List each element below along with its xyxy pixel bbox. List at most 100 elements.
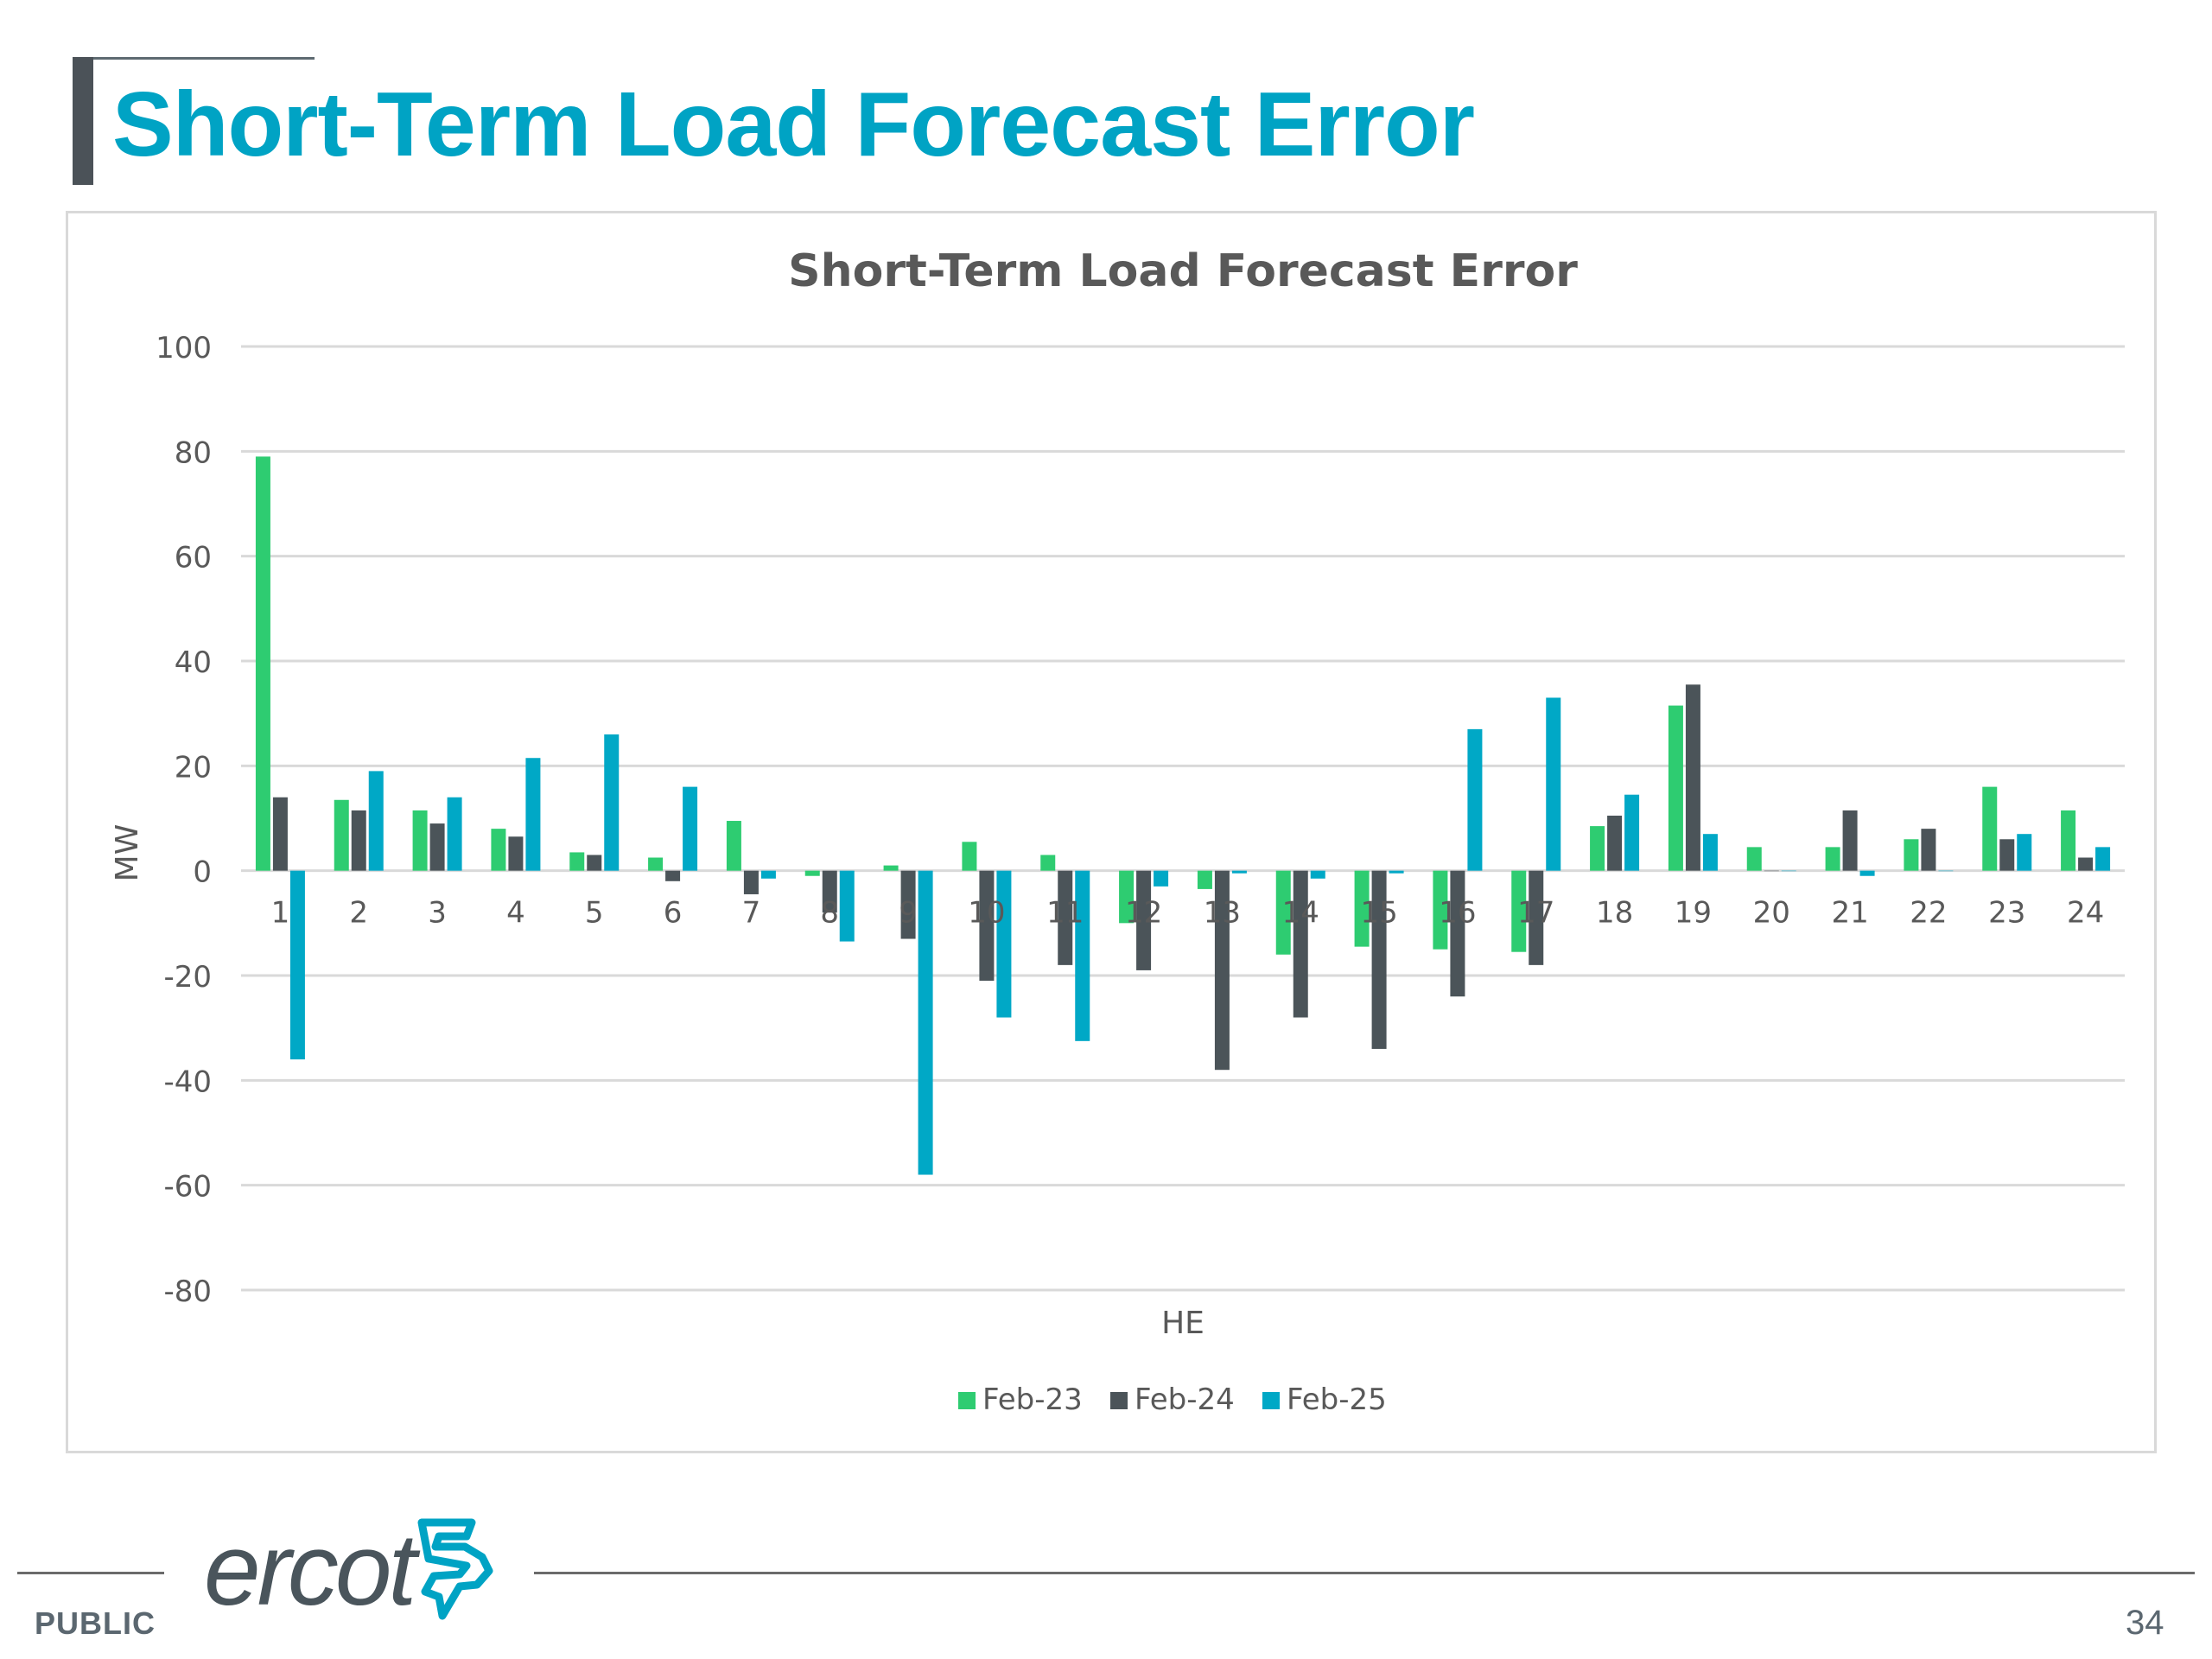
y-tick-label: -40 bbox=[163, 1065, 212, 1099]
bar-feb-23 bbox=[491, 829, 506, 871]
bar-feb-24 bbox=[351, 810, 366, 871]
bar-feb-23 bbox=[962, 842, 977, 871]
bar-feb-24 bbox=[1136, 870, 1152, 970]
bar-feb-24 bbox=[1607, 815, 1623, 871]
bar-feb-23 bbox=[1511, 870, 1527, 952]
bar-feb-23 bbox=[1668, 705, 1683, 871]
bar-feb-24 bbox=[1214, 870, 1230, 1071]
y-tick-label: 40 bbox=[175, 645, 212, 680]
bar-feb-23 bbox=[1904, 839, 1919, 871]
bar-feb-25 bbox=[1310, 870, 1325, 879]
legend-swatch bbox=[958, 1392, 976, 1409]
bar-feb-25 bbox=[368, 771, 384, 871]
bar-feb-23 bbox=[804, 870, 820, 876]
bar-feb-25 bbox=[1938, 870, 1954, 872]
bar-feb-25 bbox=[2095, 847, 2111, 871]
x-tick-label: 24 bbox=[2067, 896, 2104, 931]
bar-feb-24 bbox=[272, 797, 288, 871]
bar-feb-25 bbox=[604, 734, 620, 871]
x-tick-label: 14 bbox=[1282, 896, 1319, 931]
bar-feb-25 bbox=[918, 870, 933, 1175]
y-tick-label: 100 bbox=[156, 331, 212, 365]
bar-feb-25 bbox=[447, 797, 462, 871]
legend-label: Feb-24 bbox=[1135, 1382, 1235, 1417]
title-accent-rule bbox=[73, 57, 315, 60]
chart-panel: Short-Term Load Forecast Error 100 80 60 40 2… bbox=[66, 211, 2157, 1453]
bar-feb-24 bbox=[1842, 810, 1858, 871]
x-tick-label: 15 bbox=[1360, 896, 1397, 931]
legend-label: Feb-23 bbox=[982, 1382, 1083, 1417]
bar-feb-24 bbox=[429, 823, 445, 871]
bar-feb-25 bbox=[1546, 697, 1561, 871]
legend-label: Feb-25 bbox=[1287, 1382, 1387, 1417]
y-tick-label: -20 bbox=[163, 960, 212, 995]
bar-feb-24 bbox=[2078, 857, 2094, 871]
bar-feb-23 bbox=[1590, 826, 1605, 871]
legend-swatch bbox=[1110, 1392, 1128, 1409]
title-accent-bar bbox=[73, 57, 93, 185]
bar-feb-23 bbox=[569, 852, 585, 871]
bar-feb-24 bbox=[1529, 870, 1544, 965]
bar-feb-25 bbox=[1624, 794, 1640, 871]
bar-feb-25 bbox=[1389, 870, 1404, 874]
x-tick-label: 4 bbox=[506, 896, 525, 931]
bar-feb-25 bbox=[683, 786, 698, 871]
bar-feb-23 bbox=[1746, 847, 1762, 871]
x-tick-label: 7 bbox=[742, 896, 761, 931]
page-number: 34 bbox=[2126, 1604, 2164, 1642]
bar-chart: Short-Term Load Forecast Error1008060402… bbox=[110, 245, 2125, 1417]
x-tick-label: 3 bbox=[428, 896, 447, 931]
bar-feb-25 bbox=[1075, 870, 1090, 1041]
bar-feb-24 bbox=[1371, 870, 1387, 1049]
bar-feb-23 bbox=[1433, 870, 1448, 950]
bar-feb-24 bbox=[1058, 870, 1073, 965]
bar-feb-25 bbox=[1231, 870, 1247, 874]
bar-feb-24 bbox=[587, 855, 602, 871]
bar-feb-25 bbox=[525, 758, 541, 871]
bar-feb-25 bbox=[2017, 834, 2032, 871]
bar-feb-25 bbox=[289, 870, 305, 1060]
footer-rule-right bbox=[534, 1572, 2195, 1574]
x-tick-label: 16 bbox=[1439, 896, 1476, 931]
bar-feb-24 bbox=[508, 836, 524, 871]
x-tick-label: 21 bbox=[1831, 896, 1868, 931]
bar-feb-23 bbox=[1275, 870, 1291, 955]
bar-feb-23 bbox=[1354, 870, 1370, 947]
x-tick-label: 18 bbox=[1596, 896, 1633, 931]
x-tick-label: 11 bbox=[1046, 896, 1084, 931]
bar-feb-23 bbox=[883, 865, 899, 871]
legend-swatch bbox=[1262, 1392, 1280, 1409]
y-tick-label: 20 bbox=[175, 750, 212, 785]
x-tick-label: 19 bbox=[1675, 896, 1712, 931]
x-tick-label: 10 bbox=[968, 896, 1005, 931]
ercot-logo: ercot bbox=[204, 1514, 515, 1635]
x-tick-label: 20 bbox=[1753, 896, 1790, 931]
x-tick-label: 13 bbox=[1204, 896, 1241, 931]
bar-feb-25 bbox=[996, 870, 1012, 1018]
bar-feb-24 bbox=[665, 870, 681, 881]
bar-feb-25 bbox=[760, 870, 776, 879]
y-tick-label: 0 bbox=[193, 855, 212, 890]
x-tick-label: 6 bbox=[664, 896, 683, 931]
x-tick-label: 23 bbox=[1988, 896, 2025, 931]
bar-feb-23 bbox=[1119, 870, 1135, 924]
bar-feb-24 bbox=[1764, 870, 1779, 872]
bar-feb-23 bbox=[1197, 870, 1212, 889]
bar-feb-24 bbox=[1293, 870, 1308, 1018]
x-axis-label: HE bbox=[1161, 1306, 1205, 1341]
bar-feb-25 bbox=[1859, 870, 1875, 876]
bar-feb-25 bbox=[1467, 728, 1483, 871]
bar-feb-23 bbox=[255, 456, 270, 871]
bar-feb-23 bbox=[412, 810, 428, 871]
chart-title: Short-Term Load Forecast Error bbox=[788, 245, 1578, 297]
bar-feb-24 bbox=[1921, 829, 1936, 871]
bar-feb-23 bbox=[726, 821, 741, 871]
slide-title: Short-Term Load Forecast Error bbox=[112, 73, 1475, 175]
x-tick-label: 2 bbox=[349, 896, 368, 931]
bar-feb-25 bbox=[839, 870, 855, 942]
x-tick-label: 9 bbox=[899, 896, 918, 931]
bar-feb-23 bbox=[1825, 847, 1840, 871]
bar-feb-24 bbox=[822, 870, 837, 913]
footer-classification: PUBLIC bbox=[35, 1605, 156, 1641]
bar-feb-25 bbox=[1702, 834, 1718, 871]
